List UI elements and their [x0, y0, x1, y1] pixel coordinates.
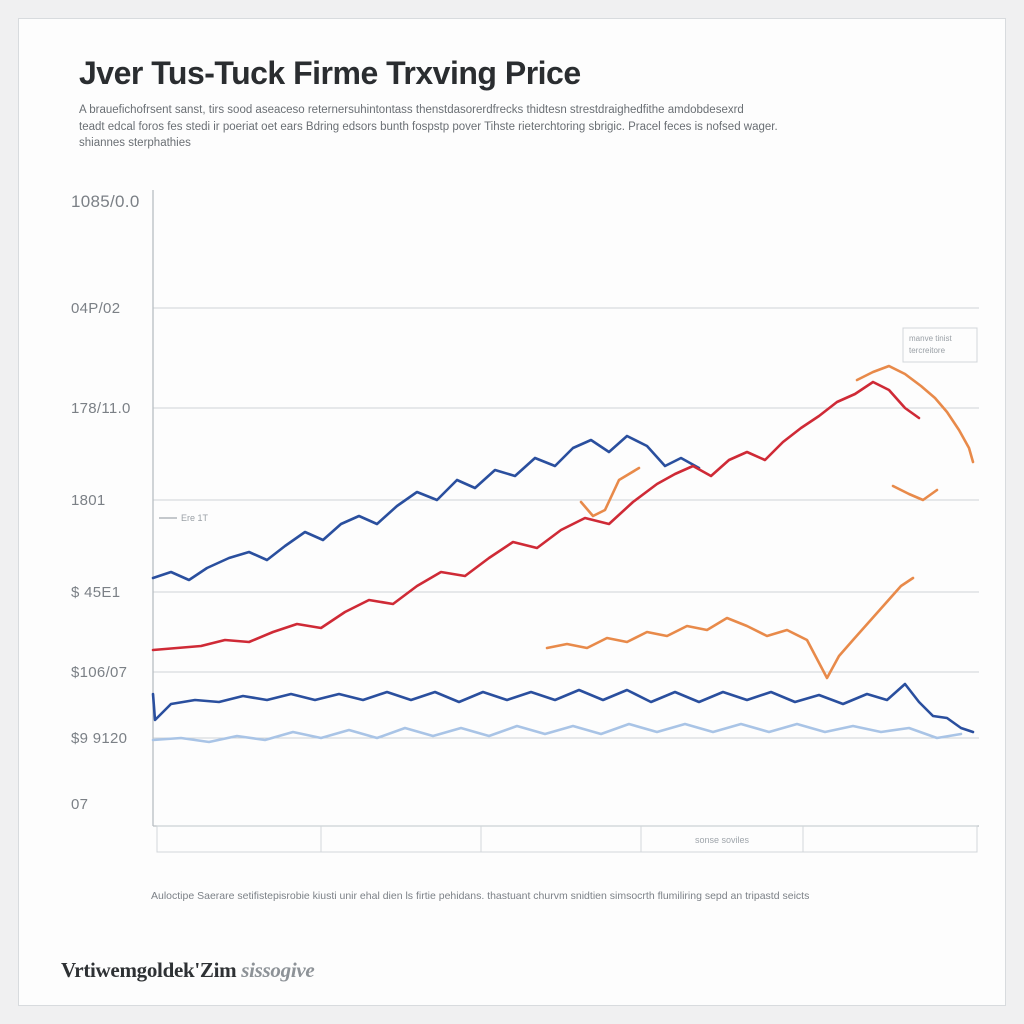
brand-light: sissogive	[236, 958, 314, 982]
svg-text:manve tinist: manve tinist	[909, 334, 952, 343]
line-chart-svg: 1085/0.0 04P/02 178/11.0 1801 $ 45E1 $106/07 $…	[61, 180, 991, 880]
svg-text:1801: 1801	[71, 492, 106, 509]
chart-card: Jver Tus-Tuck Firme Trxving Price A brau…	[18, 18, 1006, 1006]
svg-text:178/11.0: 178/11.0	[71, 400, 131, 417]
svg-text:1085/0.0: 1085/0.0	[71, 192, 140, 211]
footer-caption: Auloctipe Saerare setifistepisrobie kius…	[151, 890, 973, 902]
svg-text:tercreitore: tercreitore	[909, 346, 946, 355]
brand-strong: Vrtiwemgoldek'Zim	[61, 958, 236, 982]
svg-text:$106/07: $106/07	[71, 664, 127, 681]
svg-text:$ 45E1: $ 45E1	[71, 584, 120, 601]
chart-title: Jver Tus-Tuck Firme Trxving Price	[79, 55, 973, 92]
subtitle-line: shiannes sterphathies	[79, 137, 191, 149]
svg-text:04P/02: 04P/02	[71, 300, 120, 317]
svg-text:sonse soviles: sonse soviles	[695, 835, 750, 845]
subtitle-line: A brauefichofrsent sanst, tirs sood asea…	[79, 104, 744, 116]
subtitle-line: teadt edcal foros fes stedi ir poeriat o…	[79, 121, 778, 133]
chart-subtitle: A brauefichofrsent sanst, tirs sood asea…	[79, 102, 933, 152]
svg-text:07: 07	[71, 796, 88, 813]
brand-mark: Vrtiwemgoldek'Zim sissogive	[61, 958, 314, 983]
svg-text:$9 9120: $9 9120	[71, 730, 127, 747]
chart-area: 1085/0.0 04P/02 178/11.0 1801 $ 45E1 $106/07 $…	[61, 180, 991, 880]
svg-text:Ere 1T: Ere 1T	[181, 513, 209, 523]
